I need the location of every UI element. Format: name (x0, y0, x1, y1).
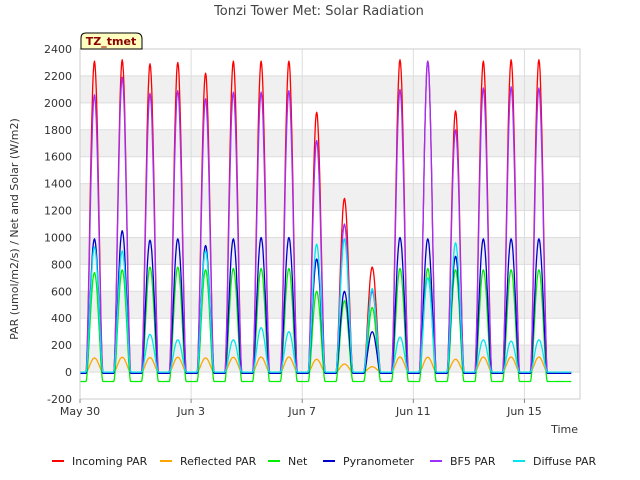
y-tick-label: 1600 (44, 151, 72, 164)
series-layer (79, 59, 572, 383)
site-tag: TZ_tmet (80, 32, 143, 50)
plot-frame (79, 48, 581, 400)
legend-item-diffuse-par: Diffuse PAR (513, 455, 597, 468)
y-tick-label: 2400 (44, 43, 72, 56)
legend-label: Diffuse PAR (533, 455, 597, 468)
legend-item-net: Net (268, 455, 308, 468)
legend-item-reflected-par: Reflected PAR (160, 455, 257, 468)
background-band (80, 129, 580, 157)
legend-item-pyranometer: Pyranometer (323, 455, 415, 468)
x-tick-label: Jun 7 (287, 405, 316, 418)
y-tick-label: 800 (51, 258, 72, 271)
series-line-pyranometer (79, 230, 572, 375)
y-tick-label: 2000 (44, 97, 72, 110)
legend-label: BF5 PAR (450, 455, 496, 468)
legend: Incoming PAR Reflected PAR Net Pyranometer B… (52, 455, 597, 468)
background-band (80, 237, 580, 265)
y-tick-label: 1000 (44, 231, 72, 244)
x-tick-label: Jun 15 (506, 405, 542, 418)
x-tick-label: May 30 (60, 405, 100, 418)
y-tick-label: 200 (51, 339, 72, 352)
site-tag-label: TZ_tmet (86, 35, 136, 48)
y-tick-label: 1400 (44, 178, 72, 191)
background-band (80, 345, 580, 373)
legend-label: Net (288, 455, 308, 468)
y-tick-label: -200 (47, 393, 72, 406)
y-tick-label: 1800 (44, 124, 72, 137)
background-band (80, 75, 580, 103)
y-axis-ticks: -200 0 200 400 600 800 1000 1200 1400 1600 1800 200… (44, 43, 72, 406)
legend-label: Incoming PAR (72, 455, 148, 468)
x-axis-ticks: May 30 Jun 3 Jun 7 Jun 11 Jun 15 (60, 399, 542, 418)
series-line-net (79, 266, 572, 383)
legend-item-bf5-par: BF5 PAR (430, 455, 496, 468)
background-bands (80, 49, 580, 399)
background-band (80, 291, 580, 319)
series-line-diffuse-par (79, 238, 572, 373)
chart-title: Tonzi Tower Met: Solar Radiation (213, 4, 424, 19)
y-tick-label: 1200 (44, 205, 72, 218)
legend-label: Pyranometer (343, 455, 415, 468)
y-tick-label: 400 (51, 312, 72, 325)
y-tick-label: 600 (51, 285, 72, 298)
background-band (80, 183, 580, 211)
legend-label: Reflected PAR (180, 455, 257, 468)
plot-background (80, 49, 580, 399)
y-axis-title: PAR (umol/m2/s) / Net and Solar (W/m2) (8, 118, 21, 340)
x-tick-label: Jun 3 (176, 405, 205, 418)
x-tick-label: Jun 11 (395, 405, 431, 418)
y-tick-label: 0 (65, 366, 72, 379)
x-axis-title: Time (550, 423, 578, 436)
legend-item-incoming-par: Incoming PAR (52, 455, 148, 468)
y-tick-label: 2200 (44, 70, 72, 83)
